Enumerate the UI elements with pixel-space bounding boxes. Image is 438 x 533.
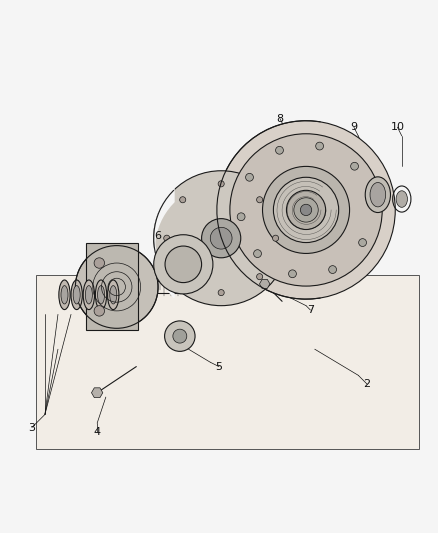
Ellipse shape <box>165 321 195 351</box>
Circle shape <box>164 235 170 241</box>
Ellipse shape <box>95 280 107 310</box>
Circle shape <box>217 120 395 299</box>
Circle shape <box>272 235 279 241</box>
Circle shape <box>218 289 224 296</box>
Circle shape <box>165 246 201 282</box>
Ellipse shape <box>71 280 82 310</box>
Circle shape <box>180 197 186 203</box>
Text: 2: 2 <box>364 379 371 389</box>
Circle shape <box>276 147 283 154</box>
Ellipse shape <box>396 191 407 207</box>
Circle shape <box>75 246 158 328</box>
Circle shape <box>257 197 263 203</box>
Text: 6: 6 <box>155 231 162 241</box>
Circle shape <box>359 239 367 246</box>
Ellipse shape <box>365 177 391 213</box>
Ellipse shape <box>108 280 119 310</box>
Circle shape <box>210 228 232 249</box>
Text: 10: 10 <box>390 122 404 132</box>
Ellipse shape <box>83 280 95 310</box>
Circle shape <box>262 166 350 254</box>
Circle shape <box>230 134 382 286</box>
Text: 5: 5 <box>215 361 223 372</box>
Circle shape <box>273 177 339 243</box>
Text: 7: 7 <box>307 305 314 315</box>
Polygon shape <box>259 279 270 288</box>
Circle shape <box>246 173 254 181</box>
Ellipse shape <box>61 286 68 304</box>
Ellipse shape <box>370 182 386 207</box>
Ellipse shape <box>98 286 105 304</box>
Circle shape <box>94 258 105 268</box>
Circle shape <box>300 204 312 215</box>
Circle shape <box>257 273 263 280</box>
Circle shape <box>294 198 318 222</box>
Circle shape <box>218 181 224 187</box>
Text: 8: 8 <box>276 114 283 124</box>
Circle shape <box>254 249 261 257</box>
Circle shape <box>328 265 336 273</box>
Circle shape <box>154 235 213 294</box>
Ellipse shape <box>85 286 92 304</box>
Ellipse shape <box>173 329 187 343</box>
Ellipse shape <box>59 280 70 310</box>
Circle shape <box>286 190 325 230</box>
Polygon shape <box>86 244 138 330</box>
Text: 3: 3 <box>28 423 35 433</box>
Polygon shape <box>36 275 419 449</box>
Circle shape <box>351 163 358 170</box>
Circle shape <box>367 199 375 207</box>
Ellipse shape <box>110 286 117 304</box>
Circle shape <box>237 213 245 221</box>
Ellipse shape <box>73 286 80 304</box>
Circle shape <box>154 171 289 305</box>
Circle shape <box>94 305 105 316</box>
Text: 4: 4 <box>94 427 101 437</box>
Text: 9: 9 <box>350 122 357 132</box>
Circle shape <box>289 270 297 278</box>
Circle shape <box>316 142 324 150</box>
Circle shape <box>180 273 186 280</box>
Polygon shape <box>92 388 103 398</box>
Circle shape <box>201 219 241 258</box>
